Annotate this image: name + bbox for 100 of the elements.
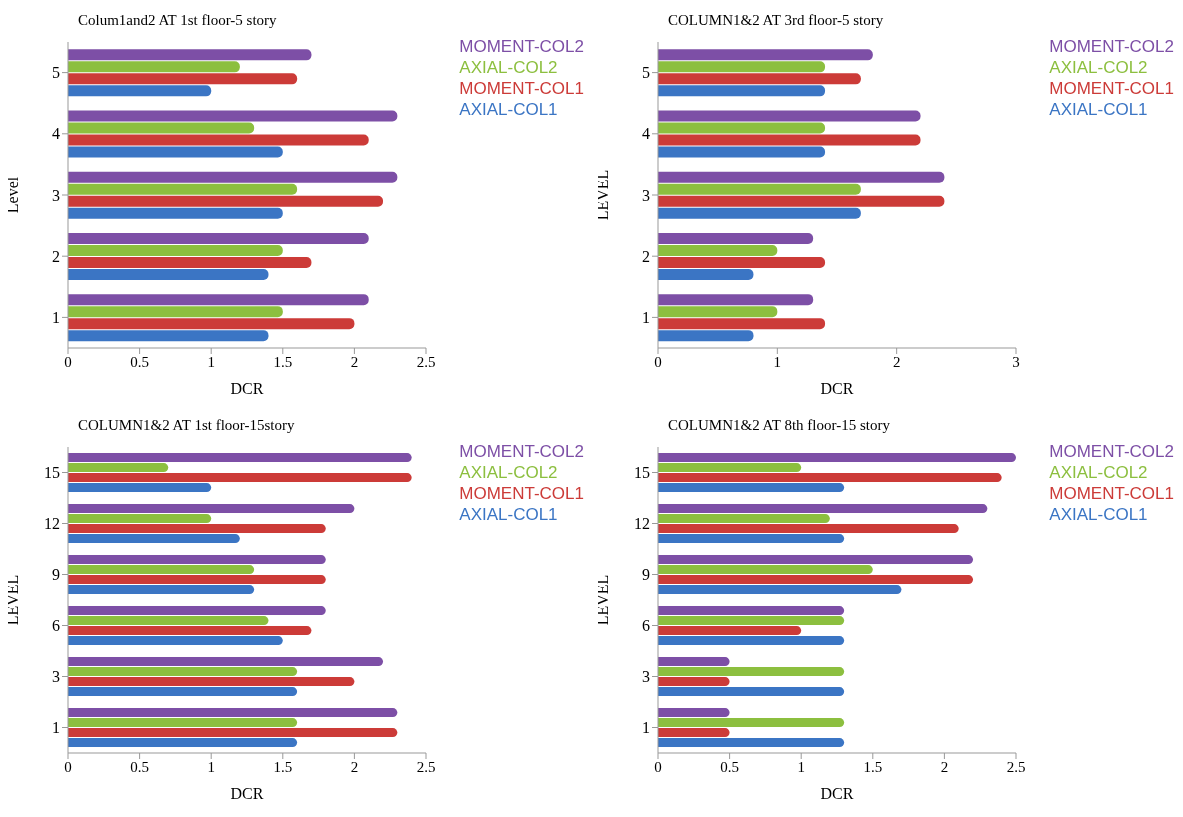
bar bbox=[658, 738, 845, 748]
y-tick-label: 5 bbox=[642, 64, 650, 82]
bar bbox=[658, 636, 845, 646]
bar bbox=[658, 473, 1002, 483]
bar bbox=[658, 306, 778, 318]
bar bbox=[68, 463, 169, 473]
y-tick-label: 1 bbox=[642, 309, 650, 327]
y-tick-label: 6 bbox=[52, 617, 60, 635]
bar bbox=[68, 244, 283, 256]
bar bbox=[658, 171, 945, 183]
x-axis-title: DCR bbox=[230, 380, 264, 397]
y-tick-label: 12 bbox=[44, 515, 60, 533]
bar bbox=[658, 61, 826, 73]
chart-title: Colum1and2 AT 1st floor-5 story bbox=[78, 12, 277, 29]
bar bbox=[68, 504, 355, 514]
bar bbox=[68, 636, 283, 646]
bar bbox=[68, 183, 298, 195]
x-axis-title: DCR bbox=[230, 785, 264, 802]
x-tick-label: 1.5 bbox=[273, 353, 293, 370]
x-tick-label: 2.5 bbox=[1006, 758, 1026, 775]
bar bbox=[658, 483, 845, 493]
y-tick-label: 9 bbox=[52, 566, 60, 584]
bar bbox=[658, 718, 845, 728]
bar bbox=[68, 657, 384, 667]
text: AXIAL-COL1 bbox=[1049, 504, 1149, 525]
x-axis-title: DCR bbox=[820, 380, 854, 397]
bar bbox=[68, 207, 283, 219]
text: AXIAL-COL2 bbox=[1049, 462, 1149, 483]
x-tick-label: 1 bbox=[773, 353, 782, 370]
x-tick-label: 1 bbox=[207, 353, 215, 370]
y-tick-label: 1 bbox=[642, 719, 650, 737]
bar bbox=[68, 171, 398, 183]
x-tick-label: 0 bbox=[64, 353, 72, 370]
bar bbox=[68, 195, 384, 207]
x-tick-label: 0 bbox=[64, 758, 72, 775]
bar bbox=[658, 555, 974, 565]
text: MOMENT-COL2 bbox=[1049, 36, 1174, 57]
bar bbox=[658, 244, 778, 256]
bar bbox=[68, 626, 312, 636]
y-tick-label: 1 bbox=[52, 309, 60, 327]
y-tick-label: 6 bbox=[642, 617, 650, 635]
bar bbox=[68, 514, 212, 524]
x-tick-label: 0.5 bbox=[130, 353, 149, 370]
y-tick-label: 3 bbox=[642, 668, 650, 686]
bar bbox=[68, 606, 326, 616]
x-tick-label: 0 bbox=[654, 353, 662, 370]
y-tick-label: 3 bbox=[52, 186, 60, 204]
y-tick-label: 9 bbox=[642, 566, 650, 584]
y-tick-label: 4 bbox=[642, 125, 650, 143]
bar bbox=[658, 514, 830, 524]
bar bbox=[68, 555, 326, 565]
bar bbox=[68, 575, 326, 585]
bar bbox=[68, 585, 255, 595]
x-tick-label: 0.5 bbox=[720, 758, 739, 775]
bar bbox=[68, 268, 269, 280]
x-tick-label: 2 bbox=[940, 758, 949, 775]
bar bbox=[658, 294, 814, 306]
bar bbox=[68, 524, 326, 534]
text: AXIAL-COL1 bbox=[459, 99, 559, 120]
bar bbox=[68, 318, 355, 330]
bar bbox=[68, 453, 412, 463]
bar bbox=[68, 483, 212, 493]
text: MOMENT-COL2 bbox=[459, 441, 584, 462]
bar bbox=[68, 49, 312, 61]
bar bbox=[68, 306, 283, 318]
bar bbox=[658, 708, 730, 718]
bar bbox=[68, 738, 298, 748]
bar bbox=[658, 146, 826, 158]
bar bbox=[658, 110, 921, 122]
bar bbox=[658, 330, 754, 342]
x-tick-label: 0.5 bbox=[130, 758, 149, 775]
x-tick-label: 1 bbox=[797, 758, 805, 775]
bar bbox=[658, 73, 861, 85]
bar bbox=[658, 195, 945, 207]
x-tick-label: 1.5 bbox=[273, 758, 293, 775]
text: MOMENT-COL1 bbox=[1049, 483, 1174, 504]
y-tick-label: 15 bbox=[44, 464, 60, 482]
text: AXIAL-COL1 bbox=[1049, 99, 1149, 120]
y-tick-label: 4 bbox=[52, 125, 60, 143]
x-tick-label: 2.5 bbox=[416, 758, 436, 775]
bar bbox=[68, 73, 298, 85]
x-tick-label: 1 bbox=[207, 758, 215, 775]
y-axis-title: LEVEL bbox=[593, 169, 611, 221]
chart-title: COLUMN1&2 AT 3rd floor-5 story bbox=[668, 12, 884, 29]
bar bbox=[658, 232, 814, 244]
text: AXIAL-COL2 bbox=[459, 57, 559, 78]
x-tick-label: 2 bbox=[892, 353, 901, 370]
text: MOMENT-COL2 bbox=[459, 36, 584, 57]
x-axis-title: DCR bbox=[820, 785, 854, 802]
y-tick-label: 2 bbox=[52, 247, 60, 265]
bar bbox=[658, 318, 826, 330]
bar bbox=[658, 585, 902, 595]
x-tick-label: 2 bbox=[350, 758, 359, 775]
text: MOMENT-COL1 bbox=[459, 78, 584, 99]
bar bbox=[68, 667, 298, 677]
series-label: MOMENT-COL2 bbox=[1049, 441, 1174, 462]
bar bbox=[658, 657, 730, 667]
x-tick-label: 3 bbox=[1012, 353, 1020, 370]
bar bbox=[68, 232, 369, 244]
x-tick-label: 2 bbox=[350, 353, 359, 370]
